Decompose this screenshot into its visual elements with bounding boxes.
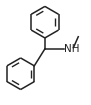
Text: NH: NH xyxy=(64,44,80,54)
